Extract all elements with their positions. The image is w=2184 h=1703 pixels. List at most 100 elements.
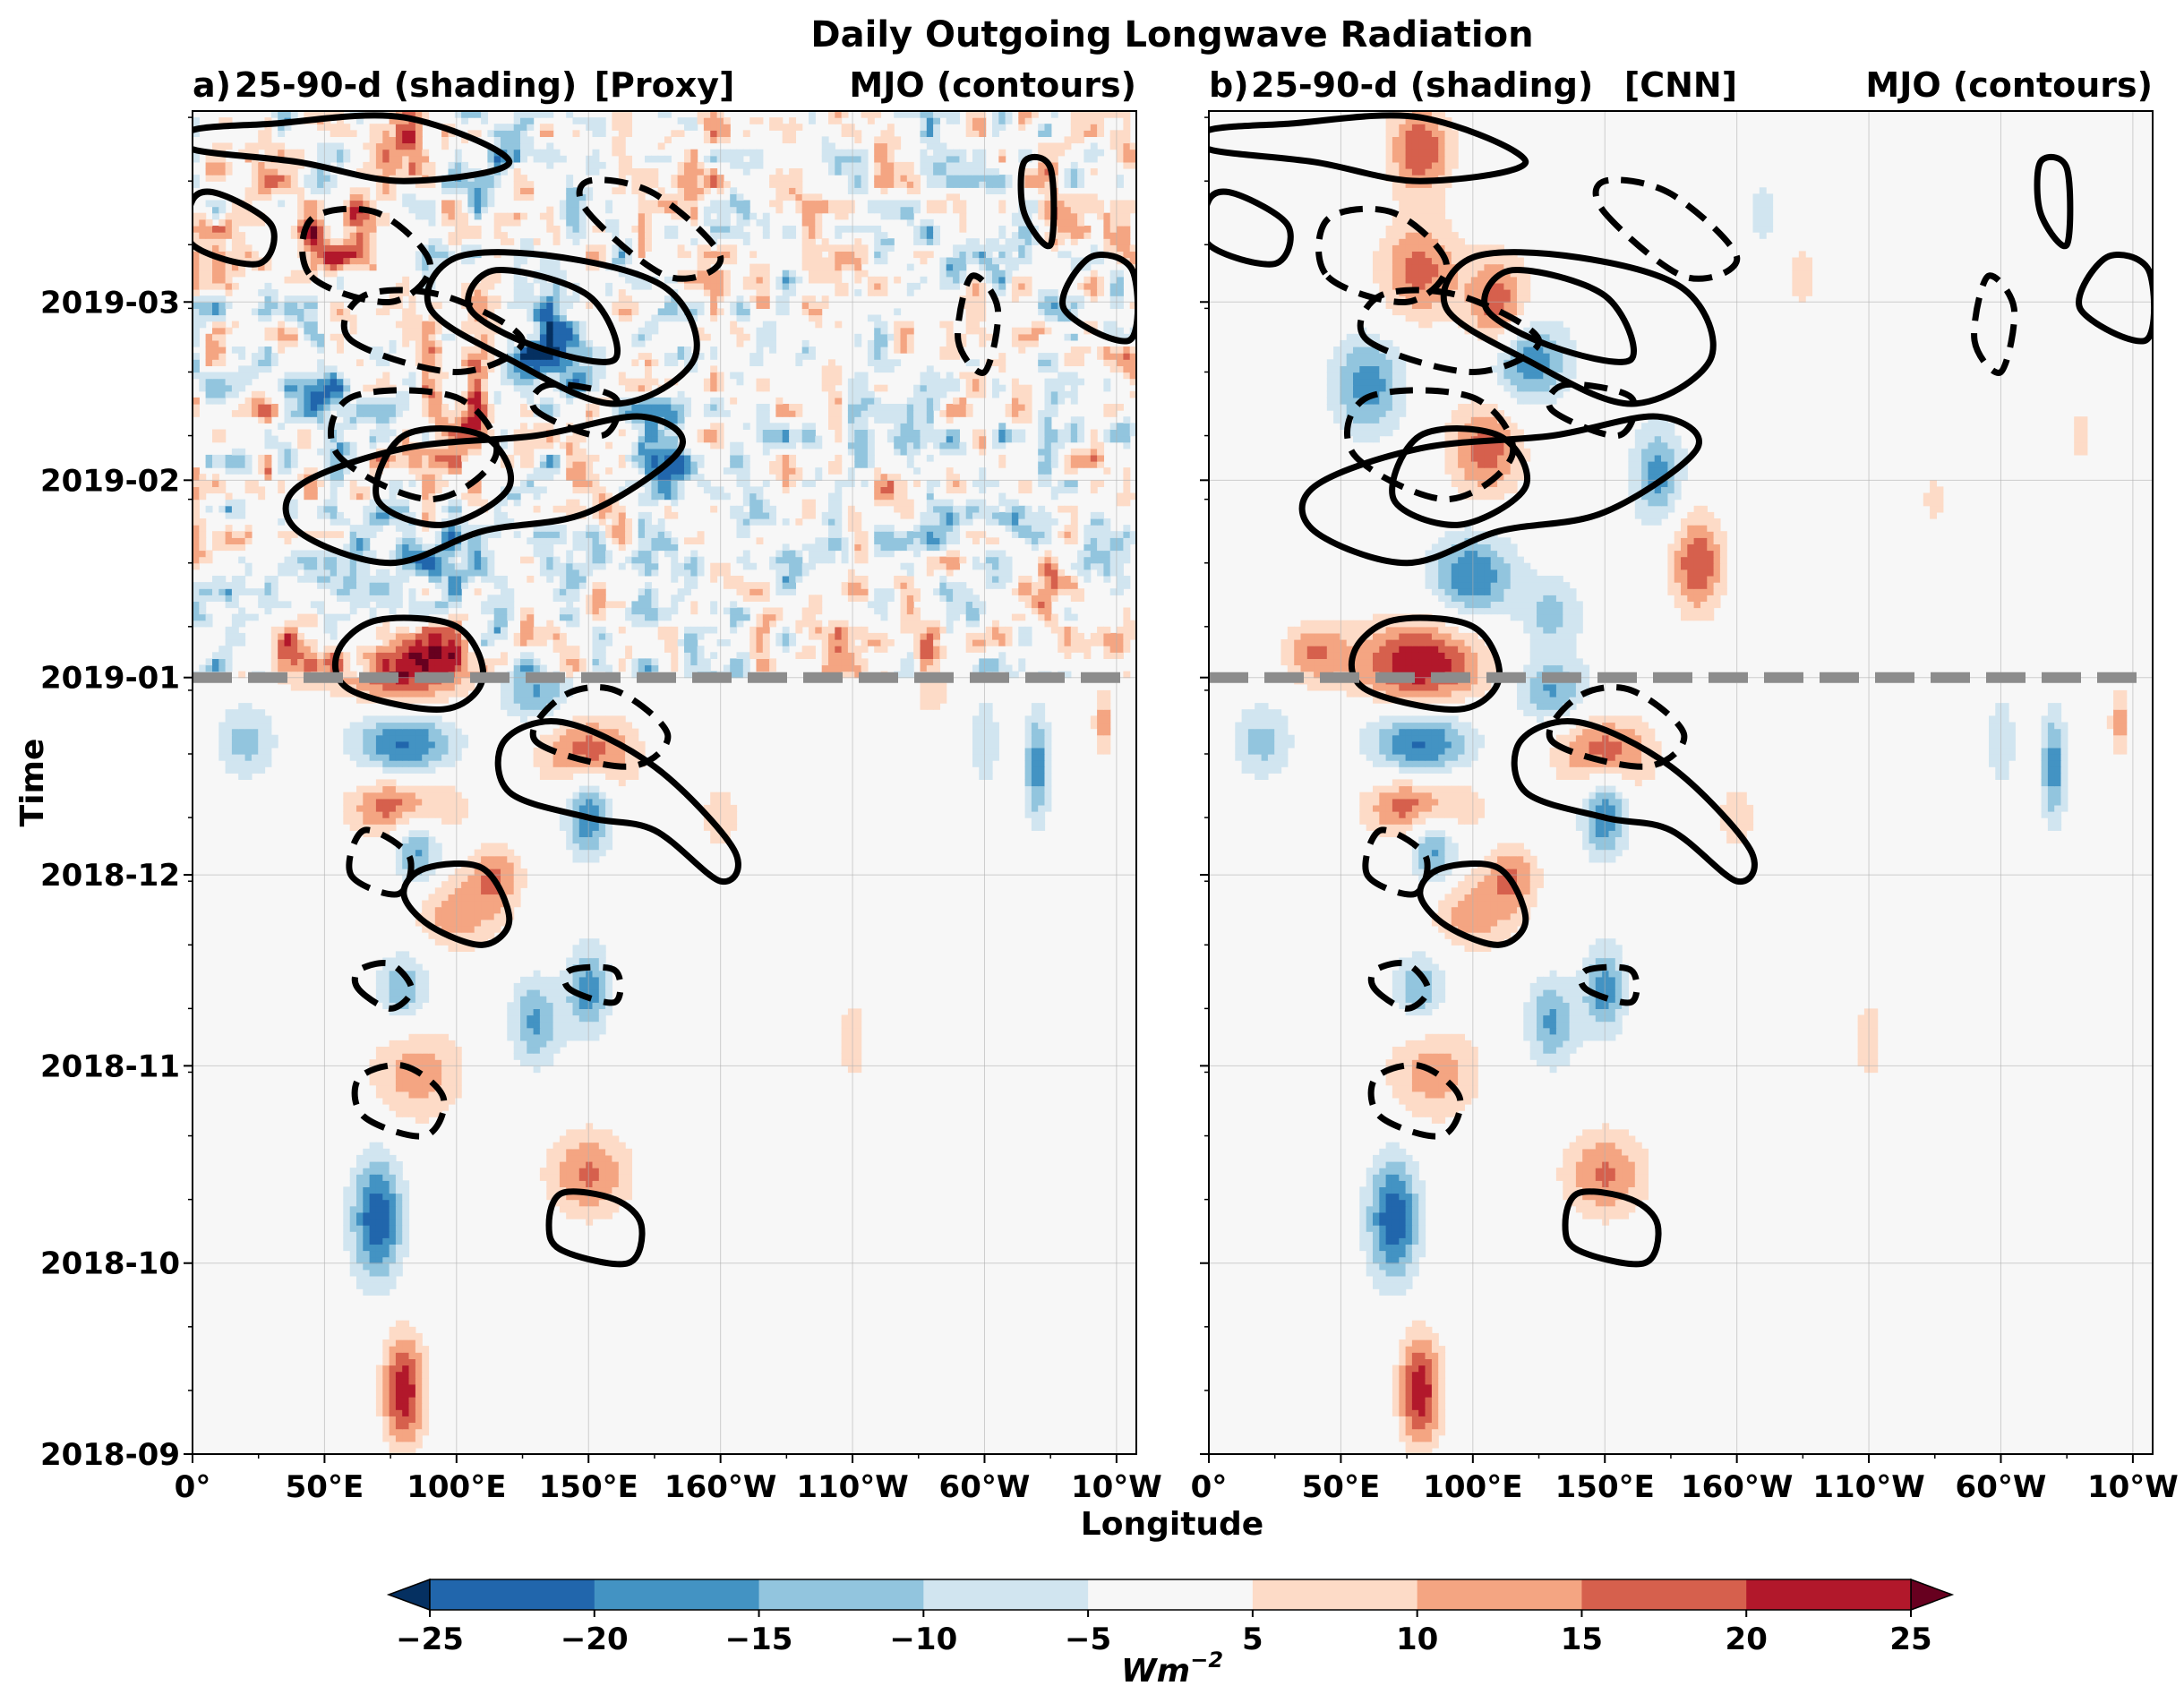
heat-cell bbox=[402, 1428, 410, 1436]
heat-cell bbox=[225, 505, 233, 513]
heat-cell bbox=[382, 792, 390, 800]
heat-cell bbox=[415, 1371, 423, 1379]
heat-cell bbox=[598, 1002, 606, 1010]
heat-cell bbox=[598, 1186, 606, 1194]
heat-cell bbox=[894, 537, 902, 545]
heat-cell bbox=[415, 632, 423, 640]
heat-cell bbox=[953, 550, 961, 558]
heat-cell bbox=[369, 658, 377, 666]
heat-cell bbox=[415, 1047, 423, 1054]
heat-cell bbox=[586, 849, 594, 857]
heat-cell bbox=[199, 556, 207, 564]
heat-cell bbox=[501, 461, 508, 468]
heat-cell bbox=[428, 576, 436, 583]
heat-cell bbox=[520, 607, 527, 615]
heat-cell bbox=[742, 671, 750, 679]
heat-cell bbox=[723, 607, 731, 615]
heat-cell bbox=[369, 1282, 377, 1289]
heat-cell bbox=[441, 595, 450, 603]
heat-cell bbox=[441, 938, 450, 946]
heat-cell bbox=[487, 550, 495, 558]
heat-cell bbox=[389, 1211, 397, 1219]
heat-cell bbox=[1018, 518, 1026, 526]
heat-cell bbox=[231, 505, 239, 513]
heat-cell bbox=[205, 613, 213, 621]
heat-cell bbox=[913, 632, 921, 640]
heat-cell bbox=[382, 582, 390, 589]
heat-cell bbox=[598, 976, 606, 984]
heat-cell bbox=[389, 505, 397, 513]
heat-cell bbox=[546, 1040, 554, 1048]
heat-cell bbox=[972, 734, 980, 742]
heat-cell bbox=[586, 562, 594, 570]
heat-cell bbox=[671, 632, 679, 640]
heat-cell bbox=[349, 1219, 357, 1226]
heat-cell bbox=[1044, 766, 1052, 774]
heat-cell bbox=[566, 1021, 574, 1029]
heat-cell bbox=[998, 582, 1006, 589]
heat-cell bbox=[972, 499, 980, 507]
heat-cell bbox=[618, 505, 626, 513]
heat-cell bbox=[953, 448, 961, 456]
heat-cell bbox=[389, 461, 397, 468]
heat-cell bbox=[441, 556, 450, 564]
heat-cell bbox=[422, 480, 430, 488]
heat-cell bbox=[520, 1033, 527, 1041]
heat-cell bbox=[408, 671, 416, 679]
heat-cell bbox=[1070, 531, 1078, 538]
heat-cell bbox=[395, 1078, 403, 1086]
heat-cell bbox=[428, 932, 436, 939]
heat-cell bbox=[369, 429, 377, 437]
heat-cell bbox=[1018, 626, 1026, 634]
heat-cell bbox=[828, 639, 835, 646]
heat-cell bbox=[402, 1244, 410, 1252]
heat-cell bbox=[408, 963, 416, 971]
heat-cell bbox=[402, 1110, 410, 1117]
heat-cell bbox=[434, 798, 442, 806]
heat-cell bbox=[618, 715, 626, 723]
heat-cell bbox=[979, 505, 987, 513]
heat-cell bbox=[979, 511, 987, 519]
heat-cell bbox=[539, 1033, 547, 1041]
heat-cell bbox=[1018, 595, 1026, 603]
heat-cell bbox=[323, 620, 331, 628]
heat-cell bbox=[487, 658, 495, 666]
heat-cell bbox=[795, 556, 803, 564]
heat-cell bbox=[546, 734, 554, 742]
heat-cell bbox=[356, 1275, 364, 1283]
heat-cell bbox=[264, 576, 272, 583]
heat-cell bbox=[598, 982, 606, 990]
heat-cell bbox=[493, 626, 501, 634]
heat-cell bbox=[979, 664, 987, 672]
heat-cell bbox=[625, 766, 633, 774]
heat-cell bbox=[382, 734, 390, 742]
heat-cell bbox=[520, 613, 527, 621]
heat-cell bbox=[572, 830, 580, 838]
heat-cell bbox=[415, 996, 423, 1003]
heat-cell bbox=[847, 632, 855, 640]
heat-cell bbox=[586, 785, 594, 793]
heat-cell bbox=[467, 881, 475, 888]
heat-cell bbox=[612, 766, 620, 774]
heat-cell bbox=[926, 664, 934, 672]
heat-cell bbox=[193, 543, 200, 552]
heat-cell bbox=[566, 613, 574, 621]
heat-cell bbox=[835, 626, 843, 634]
heat-cell bbox=[867, 429, 875, 437]
heat-cell bbox=[395, 1065, 403, 1074]
heat-cell bbox=[972, 511, 980, 519]
heat-cell bbox=[389, 1365, 397, 1373]
heat-cell bbox=[992, 620, 999, 628]
heat-cell bbox=[193, 537, 200, 545]
heat-cell bbox=[375, 1047, 383, 1054]
heat-cell bbox=[533, 435, 541, 443]
heat-cell bbox=[1044, 754, 1052, 761]
heat-cell bbox=[861, 658, 869, 666]
heat-cell bbox=[782, 576, 790, 583]
heat-cell bbox=[402, 855, 410, 863]
heat-cell bbox=[1038, 474, 1046, 481]
heat-cell bbox=[389, 1447, 397, 1454]
heat-cell bbox=[415, 722, 423, 730]
heat-cell bbox=[815, 543, 823, 552]
heat-cell bbox=[349, 1231, 357, 1238]
